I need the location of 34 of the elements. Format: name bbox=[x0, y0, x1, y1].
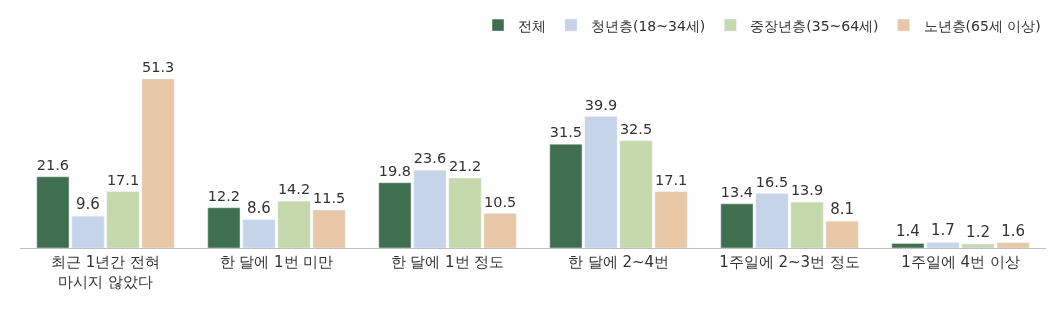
legend-label: 청년층(18~34세) bbox=[591, 17, 706, 34]
data-label: 21.6 bbox=[36, 156, 70, 173]
data-label: 19.8 bbox=[378, 162, 412, 179]
x-tick-label: 한 달에 1번 정도 bbox=[390, 253, 505, 271]
data-label: 11.5 bbox=[312, 190, 346, 207]
data-label: 17.1 bbox=[654, 171, 688, 188]
data-label: 31.5 bbox=[549, 124, 583, 141]
x-tick-label: 1주일에 4번 이상 bbox=[901, 253, 1020, 271]
data-label: 1.2 bbox=[966, 223, 990, 242]
legend-label: 노년층(65세 이상) bbox=[923, 17, 1041, 34]
x-tick-label: 한 달에 2~4번 bbox=[567, 253, 670, 271]
data-label: 1.6 bbox=[1001, 221, 1026, 240]
data-label: 8.1 bbox=[830, 200, 855, 219]
data-label: 1.4 bbox=[895, 222, 920, 241]
data-label: 39.9 bbox=[584, 96, 618, 113]
legend-label: 전체 bbox=[518, 17, 546, 34]
data-label: 13.9 bbox=[790, 182, 824, 199]
data-label: 32.5 bbox=[619, 121, 653, 138]
data-label: 51.3 bbox=[141, 59, 175, 76]
data-label: 23.6 bbox=[413, 150, 447, 167]
data-label: 8.6 bbox=[247, 198, 271, 217]
data-label: 13.4 bbox=[720, 183, 754, 200]
x-tick-label: 한 달에 1번 미만 bbox=[219, 253, 334, 271]
data-label: 14.2 bbox=[277, 181, 311, 198]
x-tick-label: 1주일에 2~3번 정도 bbox=[719, 253, 860, 271]
data-label: 16.5 bbox=[755, 173, 789, 190]
data-label: 1.7 bbox=[931, 221, 955, 240]
data-label: 12.2 bbox=[207, 187, 241, 204]
data-label: 9.6 bbox=[76, 195, 100, 214]
legend-label: 중장년층(35~64세) bbox=[750, 17, 879, 34]
data-label: 10.5 bbox=[483, 193, 517, 210]
x-tick-label: 최근 1년간 전혀 마시지 않았다 bbox=[50, 253, 161, 291]
data-label: 17.1 bbox=[106, 171, 140, 188]
data-label: 21.2 bbox=[448, 158, 482, 175]
